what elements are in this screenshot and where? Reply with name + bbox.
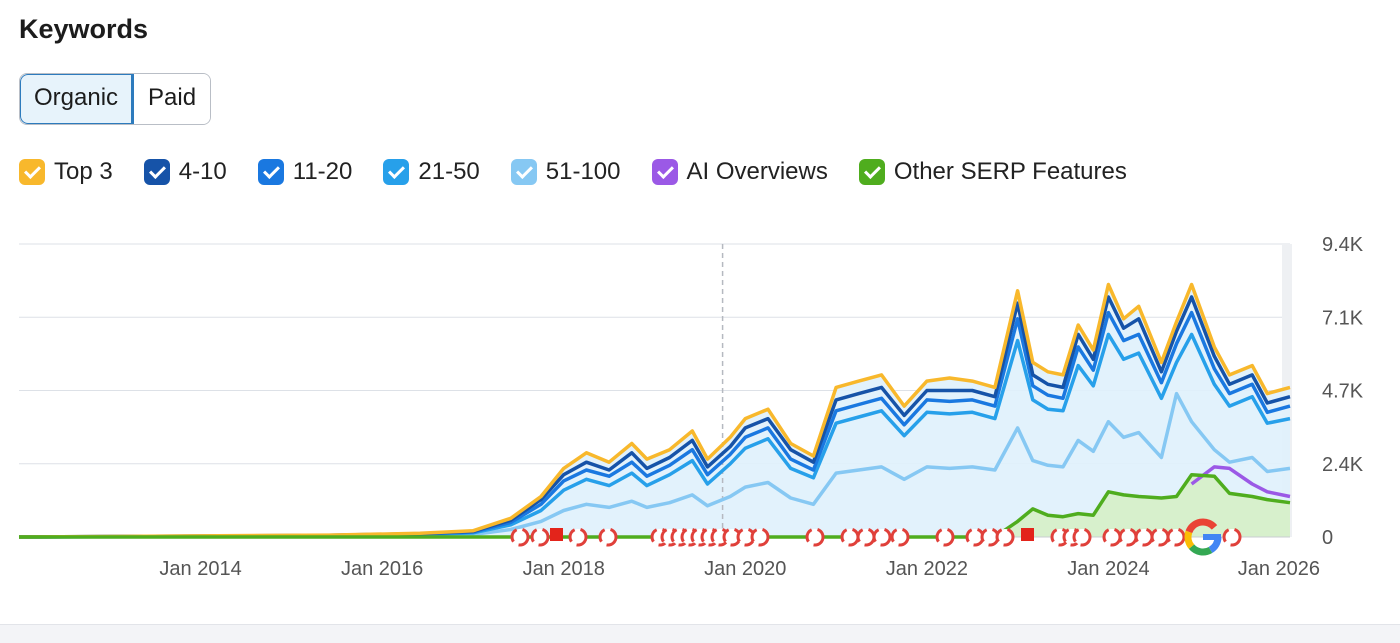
- google-update-icon: [1102, 527, 1122, 547]
- legend-label: 51-100: [545, 158, 621, 185]
- checkbox-checked-icon: [651, 159, 678, 185]
- legend-item-51-100[interactable]: 51-100: [510, 158, 621, 186]
- google-update-icon: [840, 527, 860, 547]
- google-logo-icon: [1184, 530, 1195, 549]
- checkbox-checked-icon: [19, 159, 45, 185]
- legend-item-other-serp-features[interactable]: Other SERP Features: [858, 158, 1127, 186]
- organic-paid-toggle: Organic Paid: [19, 73, 212, 125]
- y-tick-label: 0: [1322, 527, 1333, 549]
- page-title: Keywords: [19, 14, 149, 44]
- legend-label: Other SERP Features: [893, 158, 1127, 185]
- google-update-icon: [872, 527, 892, 547]
- series-line-21-50: [18, 332, 1291, 539]
- google-update-icon: [1134, 527, 1154, 547]
- x-tick-label: Jan 2014: [159, 558, 241, 580]
- series-line-11-20: [18, 310, 1291, 539]
- area-fill: [19, 284, 1290, 537]
- x-tick-label: Jan 2018: [523, 558, 605, 580]
- google-logo-icon: [1185, 518, 1218, 534]
- google-update-icon: [530, 527, 550, 547]
- google-update-icon: [890, 527, 910, 547]
- checkbox-checked-icon: [858, 159, 885, 185]
- google-update-icon: [1072, 527, 1092, 547]
- y-tick-label: 4.7K: [1322, 381, 1364, 403]
- x-tick-label: Jan 2024: [1067, 558, 1149, 580]
- google-update-icon: [510, 527, 530, 547]
- bottom-divider: [0, 624, 1400, 643]
- flag-marker-icon: [1021, 528, 1034, 541]
- tab-organic[interactable]: Organic: [20, 74, 135, 124]
- legend-label: 4-10: [178, 158, 227, 185]
- x-tick-label: Jan 2020: [704, 558, 786, 580]
- checkbox-checked-icon: [510, 159, 537, 185]
- legend-item-21-50[interactable]: 21-50: [383, 158, 480, 186]
- google-update-icon: [1150, 527, 1170, 547]
- legend-item-top-3[interactable]: Top 3: [19, 158, 113, 186]
- y-tick-label: 7.1K: [1322, 307, 1364, 329]
- google-update-icon: [1166, 527, 1186, 547]
- google-update-icon: [935, 527, 955, 547]
- flag-marker-icon: [550, 528, 563, 541]
- google-update-icon: [856, 527, 876, 547]
- y-tick-label: 9.4K: [1322, 234, 1364, 256]
- legend-label: 21-50: [418, 158, 480, 185]
- legend-label: AI Overviews: [686, 158, 828, 185]
- keywords-area-chart[interactable]: 0 2.4K 4.7K 7.1K 9.4K Jan 2014 Jan 2016 Jan 201…: [0, 220, 1400, 600]
- series-line-top-3: [18, 282, 1291, 539]
- legend-label: 11-20: [292, 158, 353, 185]
- x-tick-label: Jan 2016: [341, 558, 423, 580]
- google-update-icon: [1222, 527, 1242, 547]
- series-line-4-10: [18, 295, 1291, 539]
- checkbox-checked-icon: [143, 159, 170, 185]
- google-update-icon: [598, 527, 618, 547]
- legend-item-4-10[interactable]: 4-10: [143, 158, 227, 186]
- series-line-51-100: [18, 391, 1291, 539]
- x-tick-label: Jan 2022: [886, 558, 968, 580]
- google-update-icon: [995, 527, 1015, 547]
- google-update-icon: [1118, 527, 1138, 547]
- legend-label: Top 3: [54, 158, 113, 185]
- legend-item-11-20[interactable]: 11-20: [257, 158, 353, 186]
- chart-legend: Top 3 4-10 11-20 21-50 51-100 AI Overvie…: [19, 158, 1158, 186]
- tab-paid[interactable]: Paid: [134, 74, 211, 124]
- google-update-icon: [805, 527, 825, 547]
- google-logo-icon: [1188, 544, 1213, 556]
- google-update-icon: [750, 527, 770, 547]
- checkbox-checked-icon: [383, 159, 410, 185]
- legend-item-ai-overviews[interactable]: AI Overviews: [651, 158, 828, 186]
- checkbox-checked-icon: [257, 159, 284, 185]
- y-tick-label: 2.4K: [1322, 454, 1364, 476]
- x-tick-label: Jan 2026: [1238, 558, 1320, 580]
- google-update-icon: [568, 527, 588, 547]
- series-line-ai-overviews: [1190, 465, 1291, 499]
